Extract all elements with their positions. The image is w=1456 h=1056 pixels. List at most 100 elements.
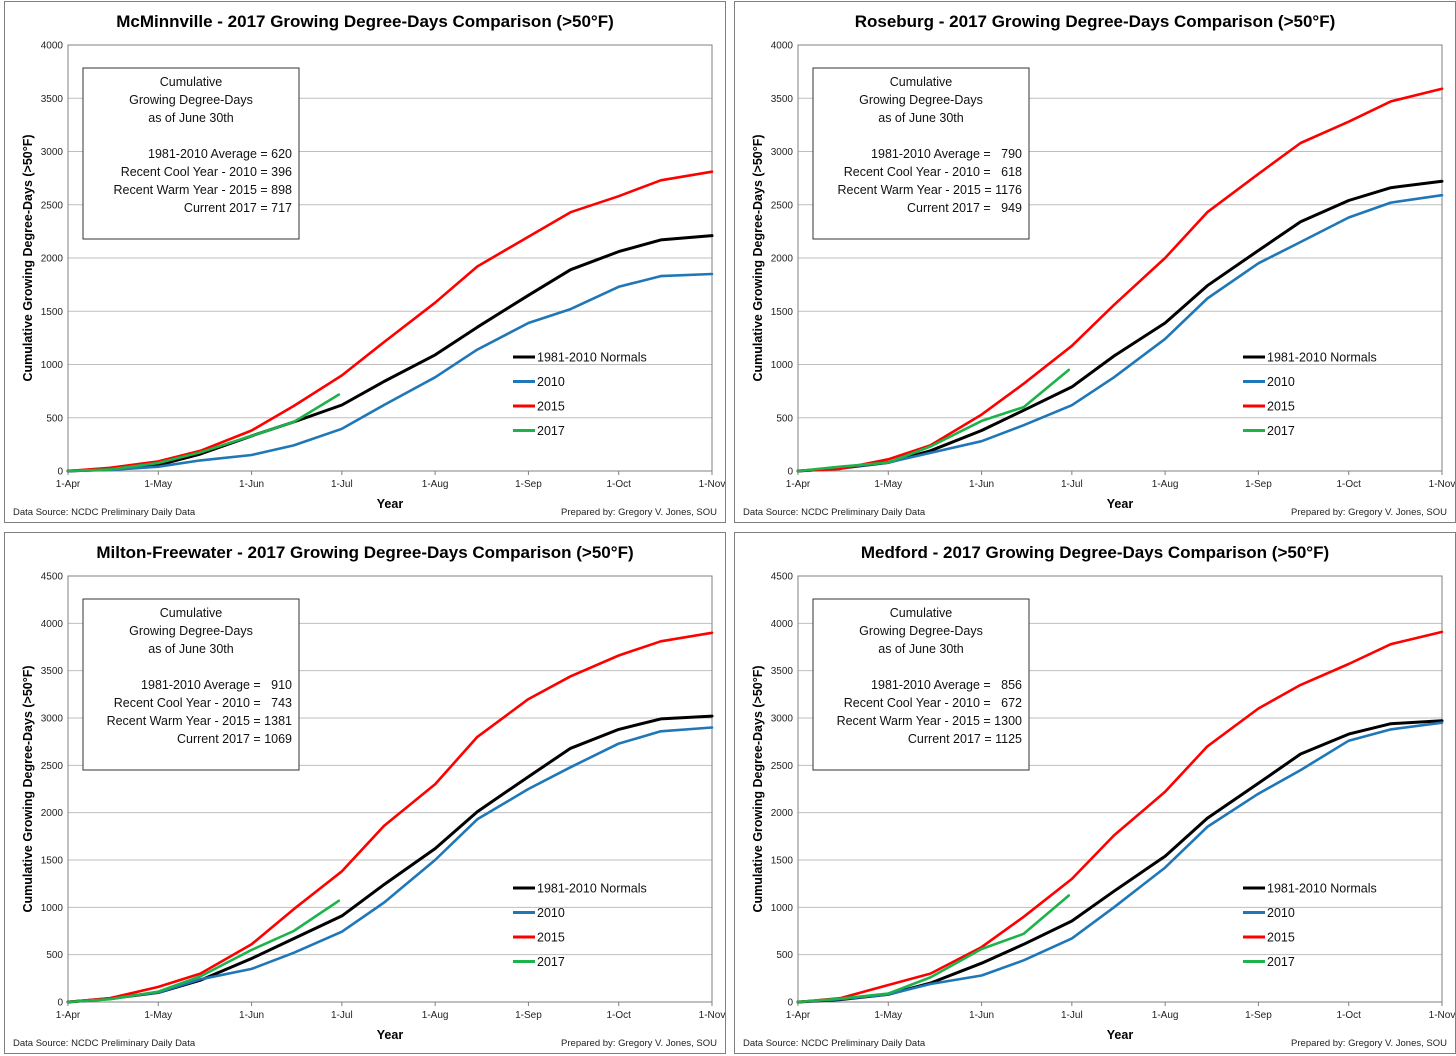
legend-label-normals: 1981-2010 Normals — [1267, 351, 1377, 365]
y-tick-label: 2000 — [771, 254, 794, 265]
summary-box — [812, 67, 1030, 240]
summary-box-value: 1981-2010 Average = 790 — [871, 147, 1022, 161]
series-line-2010 — [66, 272, 714, 473]
summary-box-value: Recent Cool Year - 2010 = 743 — [114, 696, 292, 710]
y-tick-label: 4000 — [771, 41, 794, 52]
series-line-normals — [66, 234, 714, 473]
y-tick-label: 2000 — [41, 254, 64, 265]
summary-box-header: as of June 30th — [148, 642, 234, 656]
x-tick-label: 1-Oct — [606, 479, 631, 490]
y-tick-label: 4500 — [41, 572, 64, 583]
x-tick-label: 1-Jun — [239, 479, 264, 490]
series-line-2015 — [66, 631, 714, 1004]
summary-box-value: 1981-2010 Average = 910 — [141, 678, 292, 692]
y-tick-label: 3500 — [41, 94, 64, 105]
chart-svg-medford: Medford - 2017 Growing Degree-Days Compa… — [743, 543, 1455, 1049]
y-tick-label: 4000 — [771, 619, 794, 630]
y-axis-label: Cumulative Growing Degree-Days (>50°F) — [751, 134, 765, 381]
summary-box-header: Growing Degree-Days — [859, 624, 983, 638]
series-line-2010 — [66, 726, 714, 1004]
x-tick-label: 1-Nov — [699, 479, 725, 490]
x-tick-label: 1-Apr — [56, 479, 81, 490]
x-tick-label: 1-Jun — [969, 479, 994, 490]
legend-label-2010: 2010 — [1267, 375, 1295, 389]
plot-frame — [797, 44, 1443, 472]
legend-label-normals: 1981-2010 Normals — [537, 351, 647, 365]
x-tick-label: 1-Nov — [1429, 1010, 1455, 1021]
data-source-note: Data Source: NCDC Preliminary Daily Data — [13, 1038, 196, 1049]
summary-box-value: Recent Warm Year - 2015 = 898 — [114, 183, 293, 197]
y-tick-label: 1500 — [771, 307, 794, 318]
summary-box — [812, 598, 1030, 771]
series-line-2010 — [796, 721, 1444, 1004]
legend-label-2017: 2017 — [537, 424, 565, 438]
y-tick-label: 4000 — [41, 41, 64, 52]
y-tick-label: 3500 — [771, 94, 794, 105]
y-tick-label: 2500 — [771, 200, 794, 211]
y-tick-label: 1500 — [771, 856, 794, 867]
data-source-note: Data Source: NCDC Preliminary Daily Data — [743, 507, 926, 518]
y-tick-label: 0 — [57, 467, 63, 478]
series-line-2017 — [796, 368, 1071, 473]
x-axis-label: Year — [377, 497, 404, 511]
data-source-note: Data Source: NCDC Preliminary Daily Data — [743, 1038, 926, 1049]
x-tick-label: 1-May — [874, 1010, 902, 1021]
legend-label-2010: 2010 — [537, 906, 565, 920]
summary-box-value: Current 2017 = 949 — [907, 201, 1022, 215]
x-tick-label: 1-Aug — [1152, 1010, 1179, 1021]
plot-frame — [797, 575, 1443, 1003]
y-tick-label: 1000 — [771, 903, 794, 914]
x-tick-label: 1-Aug — [1152, 479, 1179, 490]
y-tick-label: 1000 — [41, 903, 64, 914]
legend-label-2017: 2017 — [1267, 955, 1295, 969]
y-axis-label: Cumulative Growing Degree-Days (>50°F) — [21, 134, 35, 381]
y-tick-label: 2000 — [41, 808, 64, 819]
y-tick-label: 500 — [776, 413, 793, 424]
summary-box-header: Growing Degree-Days — [859, 93, 983, 107]
y-tick-label: 500 — [46, 950, 63, 961]
credit-note: Prepared by: Gregory V. Jones, SOU — [1291, 507, 1447, 518]
x-tick-label: 1-Sep — [1245, 479, 1272, 490]
x-tick-label: 1-Sep — [515, 479, 542, 490]
chart-title: Milton-Freewater - 2017 Growing Degree-D… — [96, 543, 633, 562]
x-tick-label: 1-May — [144, 1010, 172, 1021]
summary-box-header: Growing Degree-Days — [129, 624, 253, 638]
x-tick-label: 1-Jul — [331, 1010, 353, 1021]
legend-label-2010: 2010 — [1267, 906, 1295, 920]
x-tick-label: 1-Sep — [515, 1010, 542, 1021]
summary-box-header: Cumulative — [890, 75, 953, 89]
summary-box-header: as of June 30th — [878, 642, 964, 656]
x-axis-label: Year — [1107, 1028, 1134, 1042]
summary-box-header: Cumulative — [890, 606, 953, 620]
chart-svg-roseburg: Roseburg - 2017 Growing Degree-Days Comp… — [743, 12, 1455, 518]
summary-box-value: 1981-2010 Average = 856 — [871, 678, 1022, 692]
y-tick-label: 4500 — [771, 572, 794, 583]
series-line-2017 — [796, 894, 1071, 1004]
y-tick-label: 4000 — [41, 619, 64, 630]
summary-box-value: Recent Cool Year - 2010 = 396 — [121, 165, 292, 179]
credit-note: Prepared by: Gregory V. Jones, SOU — [561, 1038, 717, 1049]
summary-box-header: as of June 30th — [148, 111, 234, 125]
legend-label-2015: 2015 — [537, 931, 565, 945]
summary-box-header: Cumulative — [160, 75, 223, 89]
x-axis-label: Year — [377, 1028, 404, 1042]
summary-box-header: as of June 30th — [878, 111, 964, 125]
y-tick-label: 2500 — [41, 761, 64, 772]
y-tick-label: 1500 — [41, 307, 64, 318]
x-tick-label: 1-Jun — [969, 1010, 994, 1021]
y-axis-label: Cumulative Growing Degree-Days (>50°F) — [751, 665, 765, 912]
data-source-note: Data Source: NCDC Preliminary Daily Data — [13, 507, 196, 518]
x-tick-label: 1-Oct — [1336, 1010, 1361, 1021]
y-tick-label: 0 — [57, 998, 63, 1009]
plot-frame — [67, 44, 713, 472]
x-tick-label: 1-Aug — [422, 479, 449, 490]
legend-label-2015: 2015 — [1267, 400, 1295, 414]
y-tick-label: 500 — [776, 950, 793, 961]
chart-title: McMinnville - 2017 Growing Degree-Days C… — [116, 12, 614, 31]
chart-title: Medford - 2017 Growing Degree-Days Compa… — [861, 543, 1329, 562]
chart-svg-mcminnville: McMinnville - 2017 Growing Degree-Days C… — [13, 12, 725, 518]
x-tick-label: 1-Oct — [1336, 479, 1361, 490]
summary-box — [82, 67, 300, 240]
legend-label-2010: 2010 — [537, 375, 565, 389]
x-tick-label: 1-Aug — [422, 1010, 449, 1021]
